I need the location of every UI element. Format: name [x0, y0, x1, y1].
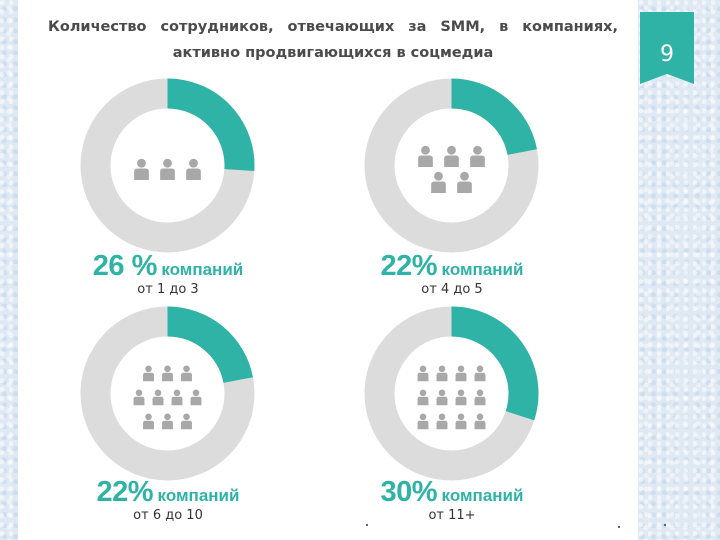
person-icon: [145, 365, 152, 373]
person-icon: [474, 396, 486, 406]
people-icon-group: [418, 145, 485, 193]
percent-value: 22%: [380, 250, 438, 282]
decorative-dot: [664, 524, 666, 526]
person-icon: [457, 413, 465, 421]
person-icon: [436, 396, 448, 406]
percent-label: 26 % компаний: [68, 250, 268, 283]
person-icon: [470, 155, 485, 167]
person-icon: [162, 372, 173, 382]
person-icon: [137, 158, 146, 168]
person-icon: [190, 396, 202, 406]
person-icon: [164, 365, 171, 373]
person-icon: [460, 171, 469, 181]
donut-chart-3: [80, 306, 255, 481]
chart-panel-1: 26 % компаний от 1 до 3: [68, 78, 268, 298]
person-icon: [417, 420, 429, 430]
donut-segment: [166, 306, 253, 384]
person-icon: [447, 145, 456, 155]
person-icon: [189, 158, 198, 168]
page-title: Количество сотрудников, отвечающих за SM…: [48, 19, 618, 61]
person-icon: [417, 396, 429, 406]
person-icon: [186, 168, 201, 180]
page-number: 9: [660, 42, 674, 67]
person-icon: [436, 420, 448, 430]
percent-label: 30% компаний: [352, 476, 552, 509]
person-icon: [476, 413, 484, 421]
person-icon: [164, 413, 171, 421]
person-icon: [145, 413, 152, 421]
unit-label: компаний: [157, 486, 240, 505]
person-icon: [133, 396, 145, 406]
chart-panel-4: 30% компаний от 11+: [352, 306, 552, 526]
percent-value: 30%: [380, 476, 438, 508]
person-icon: [455, 420, 467, 430]
person-icon: [476, 365, 484, 373]
donut-segment: [166, 78, 255, 171]
person-icon: [181, 420, 192, 430]
chart-panel-3: 22% компаний от 6 до 10: [68, 306, 268, 526]
decorative-dot: [366, 524, 368, 526]
person-icon: [163, 158, 172, 168]
person-icon: [421, 145, 430, 155]
person-icon: [419, 365, 427, 373]
person-icon: [160, 168, 175, 180]
page-number-tab: 9: [640, 12, 694, 84]
person-icon: [143, 372, 154, 382]
percent-label: 22% компаний: [352, 250, 552, 283]
person-icon: [173, 389, 181, 397]
percent-value: 26 %: [92, 250, 158, 282]
person-icon: [183, 413, 190, 421]
person-icon: [438, 413, 446, 421]
person-icon: [134, 168, 149, 180]
person-icon: [457, 365, 465, 373]
person-icon: [457, 389, 465, 397]
person-icon: [152, 396, 164, 406]
person-icon: [431, 181, 446, 193]
person-icon: [438, 389, 446, 397]
person-icon: [455, 396, 467, 406]
donut-chart-2: [364, 78, 539, 253]
chart-panel-2: 22% компаний от 4 до 5: [352, 78, 552, 298]
percent-value: 22%: [96, 476, 154, 508]
donut-chart-1: [80, 78, 255, 253]
person-icon: [183, 365, 190, 373]
category-label: от 4 до 5: [421, 282, 483, 297]
person-icon: [476, 389, 484, 397]
person-icon: [162, 420, 173, 430]
category-label: от 6 до 10: [133, 508, 203, 523]
person-icon: [417, 372, 429, 382]
unit-label: компаний: [441, 260, 524, 279]
donut-segment: [450, 78, 537, 156]
person-icon: [436, 372, 448, 382]
person-icon: [171, 396, 183, 406]
person-icon: [474, 420, 486, 430]
unit-label: компаний: [441, 486, 524, 505]
person-icon: [434, 171, 443, 181]
donut-chart-4: [364, 306, 539, 481]
person-icon: [444, 155, 459, 167]
person-icon: [438, 365, 446, 373]
person-icon: [418, 155, 433, 167]
person-icon: [143, 420, 154, 430]
person-icon: [455, 372, 467, 382]
person-icon: [419, 413, 427, 421]
category-label: от 1 до 3: [137, 282, 199, 297]
person-icon: [181, 372, 192, 382]
people-icon-group: [134, 158, 201, 180]
person-icon: [419, 389, 427, 397]
unit-label: компаний: [161, 260, 244, 279]
person-icon: [192, 389, 200, 397]
percent-label: 22% компаний: [68, 476, 268, 509]
person-icon: [154, 389, 162, 397]
people-icon-group: [417, 365, 486, 430]
person-icon: [473, 145, 482, 155]
person-icon: [135, 389, 143, 397]
person-icon: [457, 181, 472, 193]
decorative-dot: [618, 526, 620, 528]
people-icon-group: [133, 365, 202, 430]
donut-segment: [450, 306, 539, 421]
person-icon: [474, 372, 486, 382]
category-label: от 11+: [428, 508, 476, 523]
